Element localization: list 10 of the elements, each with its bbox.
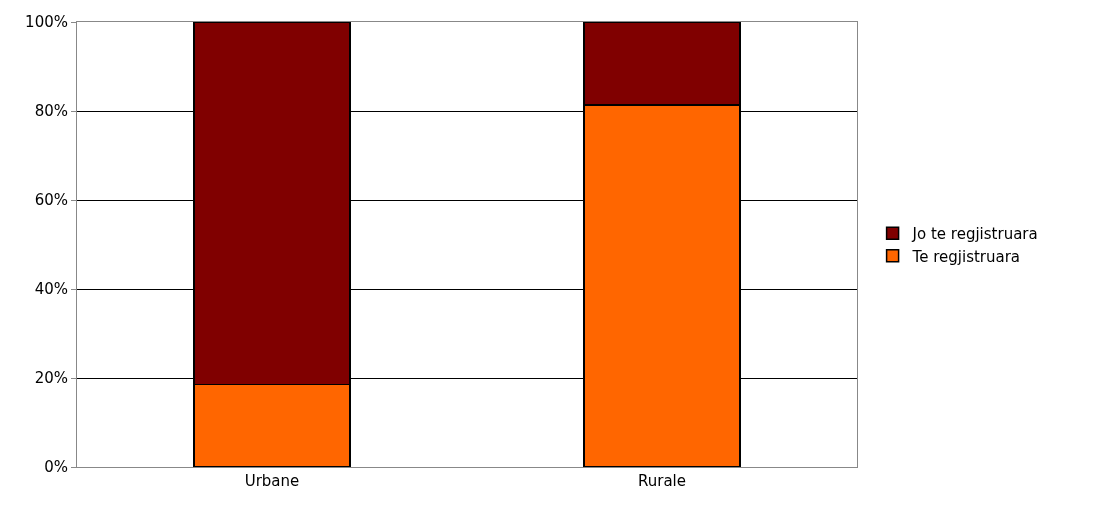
y-tick-label: 0% <box>44 458 68 477</box>
x-tick-label: Rurale <box>637 472 687 490</box>
y-tick-label: 40% <box>34 280 68 299</box>
y-tick-label: 100% <box>25 13 68 32</box>
y-tick-label: 80% <box>34 102 68 121</box>
legend-label: Jo te regjistruara <box>911 225 1038 244</box>
x-tick-label: Urbane <box>244 472 300 490</box>
y-tick-label: 60% <box>34 191 68 210</box>
y-tick-label: 20% <box>34 369 68 388</box>
legend-label: Te regjistruara <box>911 247 1021 266</box>
